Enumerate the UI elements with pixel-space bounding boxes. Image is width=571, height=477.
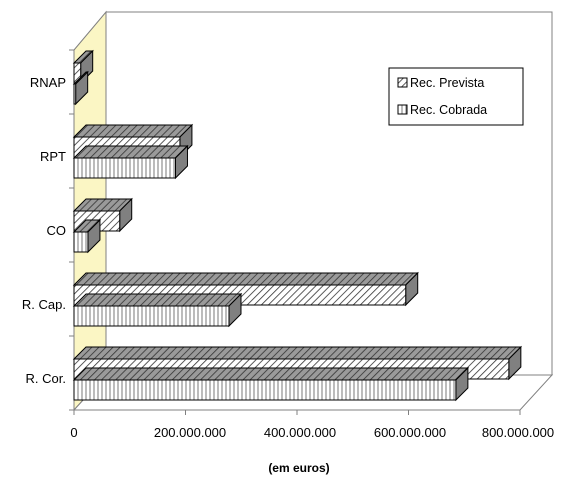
y-tick-label-co: CO [47, 223, 67, 238]
x-tick-label-200m: 200.000.000 [154, 425, 226, 440]
legend: Rec. Prevista Rec. Cobrada [388, 67, 524, 126]
bar-cobrada-1 [73, 305, 230, 327]
bar-cobrada-4 [73, 83, 77, 105]
x-axis-title: (em euros) [268, 461, 329, 475]
legend-box [388, 67, 524, 126]
bar-cobrada-2 [73, 231, 89, 253]
bar-cobrada-3 [73, 157, 176, 179]
x-tick-label-600m: 600.000.000 [374, 425, 446, 440]
legend-label-prevista: Rec. Prevista [410, 76, 484, 90]
bar-cobrada-0 [73, 379, 457, 401]
x-tick-label-400m: 400.000.000 [264, 425, 336, 440]
bar-cobrada-1-top [72, 293, 243, 307]
x-tick-label-0: 0 [70, 425, 77, 440]
y-tick-label-rpt: RPT [40, 149, 66, 164]
x-tick-label-800m: 800.000.000 [482, 425, 554, 440]
y-tick-label-rcap: R. Cap. [22, 297, 66, 312]
bars-layer [72, 49, 523, 402]
y-tick-label-rcor: R. Cor. [26, 371, 66, 386]
legend-swatch-cobrada [397, 104, 408, 115]
bar-prevista-0-top [72, 346, 523, 360]
legend-swatch-prevista [397, 77, 408, 88]
y-tick-label-rnap: RNAP [30, 75, 66, 90]
bar-prevista-1-top [72, 272, 419, 286]
bar-cobrada-0-top [72, 367, 470, 381]
bar-cobrada-3-top [72, 145, 189, 159]
bar-prevista-3-top [72, 124, 194, 138]
legend-label-cobrada: Rec. Cobrada [410, 103, 487, 117]
